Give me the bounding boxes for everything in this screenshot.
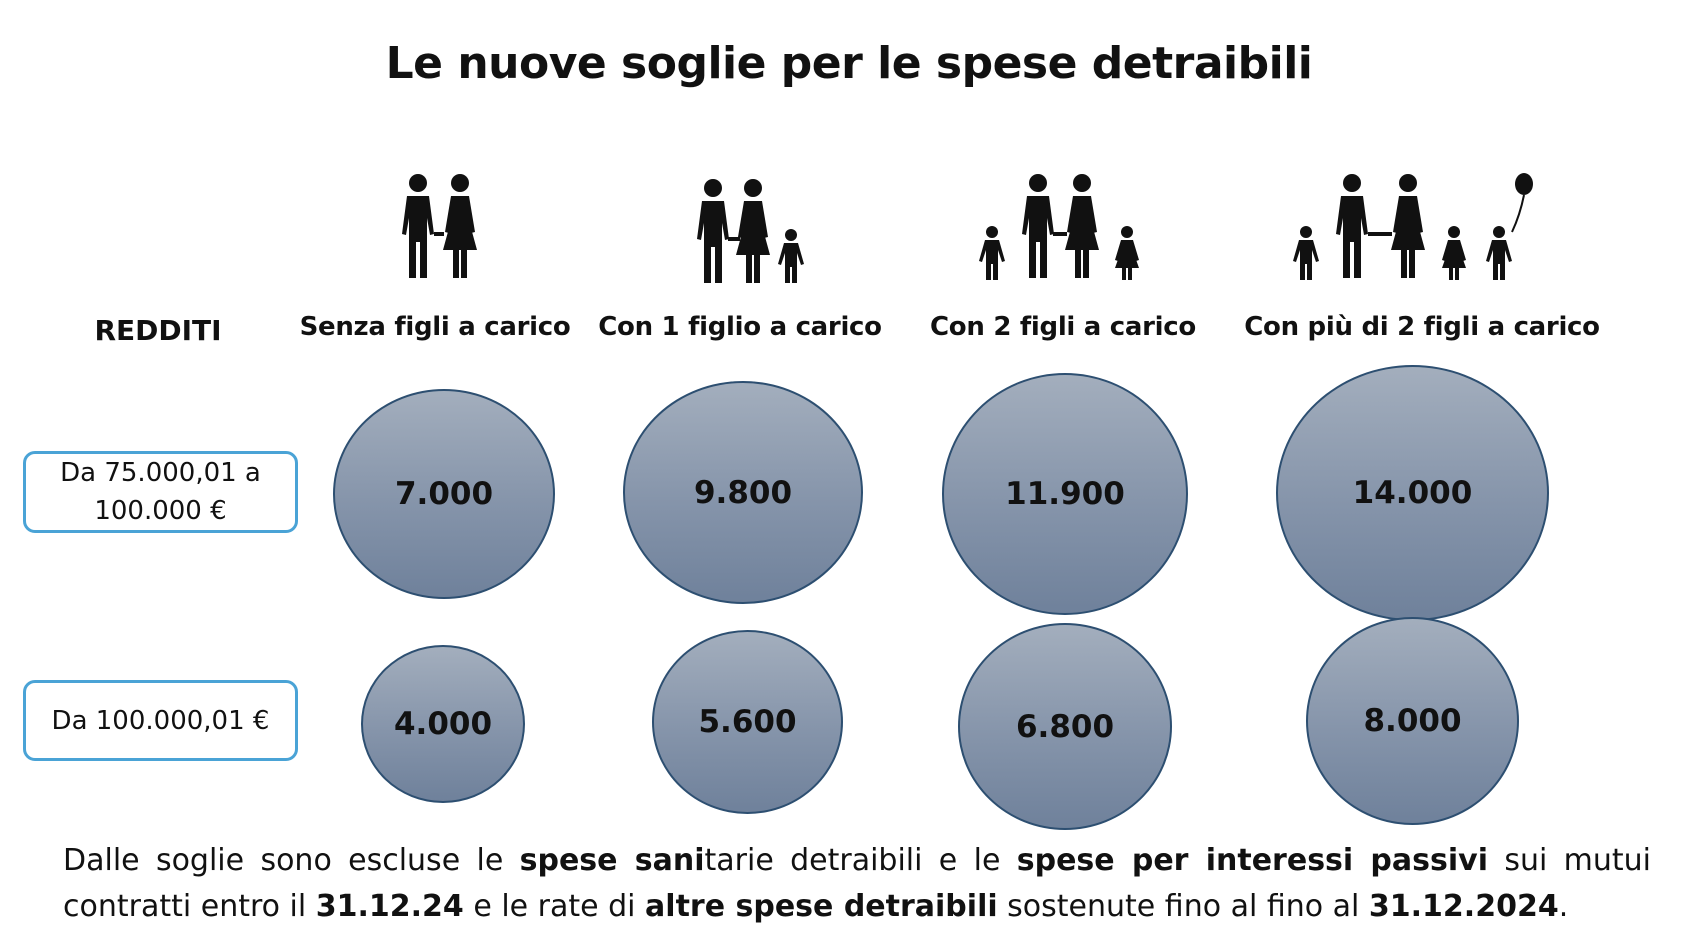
footnote-text: sui mutui contratti entro il [63,843,1652,924]
threshold-bubble: 11.900 [942,373,1188,615]
family-3-children-icon [1284,170,1534,298]
column-header-more-children: Con più di 2 figli a carico [1244,312,1600,342]
family-1-child-icon [687,175,811,287]
threshold-bubble: 9.800 [623,381,863,604]
footnote-text: sostenute fino al fino al [997,889,1369,924]
footnote-bold: spese sani [519,843,705,878]
footnote-bold: 31.12.24 [315,889,464,924]
column-header-no-children: Senza figli a carico [299,312,571,342]
footnote-text: Dalle soglie sono escluse le [63,843,520,878]
footnote-bold: spese per interessi passivi [1016,843,1488,878]
threshold-bubble: 5.600 [652,630,843,814]
income-range-box: Da 75.000,01 a 100.000 € [23,451,298,533]
footnote-text: e le rate di [463,889,646,924]
couple-icon [390,170,490,282]
threshold-bubble: 4.000 [361,645,525,803]
threshold-bubble: 7.000 [333,389,555,599]
column-header-1-child: Con 1 figlio a carico [598,312,882,342]
footnote: Dalle soglie sono escluse le spese sanit… [63,838,1651,930]
income-range-box: Da 100.000,01 € [23,680,298,761]
page-title: Le nuove soglie per le spese detraibili [385,38,1313,89]
threshold-bubble: 8.000 [1306,617,1519,825]
income-range-label: Da 100.000,01 € [51,705,270,736]
row-header-redditi: REDDITI [94,314,222,347]
column-header-2-children: Con 2 figli a carico [930,312,1196,342]
footnote-text: . [1558,889,1569,924]
footnote-bold: altre spese detraibili [645,889,998,924]
income-range-label: Da 75.000,01 a [60,458,261,488]
income-range-label: 100.000 € [94,496,227,526]
footnote-text: tarie detraibili e le [704,843,1017,878]
footnote-bold: 31.12.2024 [1368,889,1559,924]
family-2-children-icon [974,170,1150,288]
threshold-bubble: 6.800 [958,623,1172,830]
threshold-bubble: 14.000 [1276,365,1549,621]
